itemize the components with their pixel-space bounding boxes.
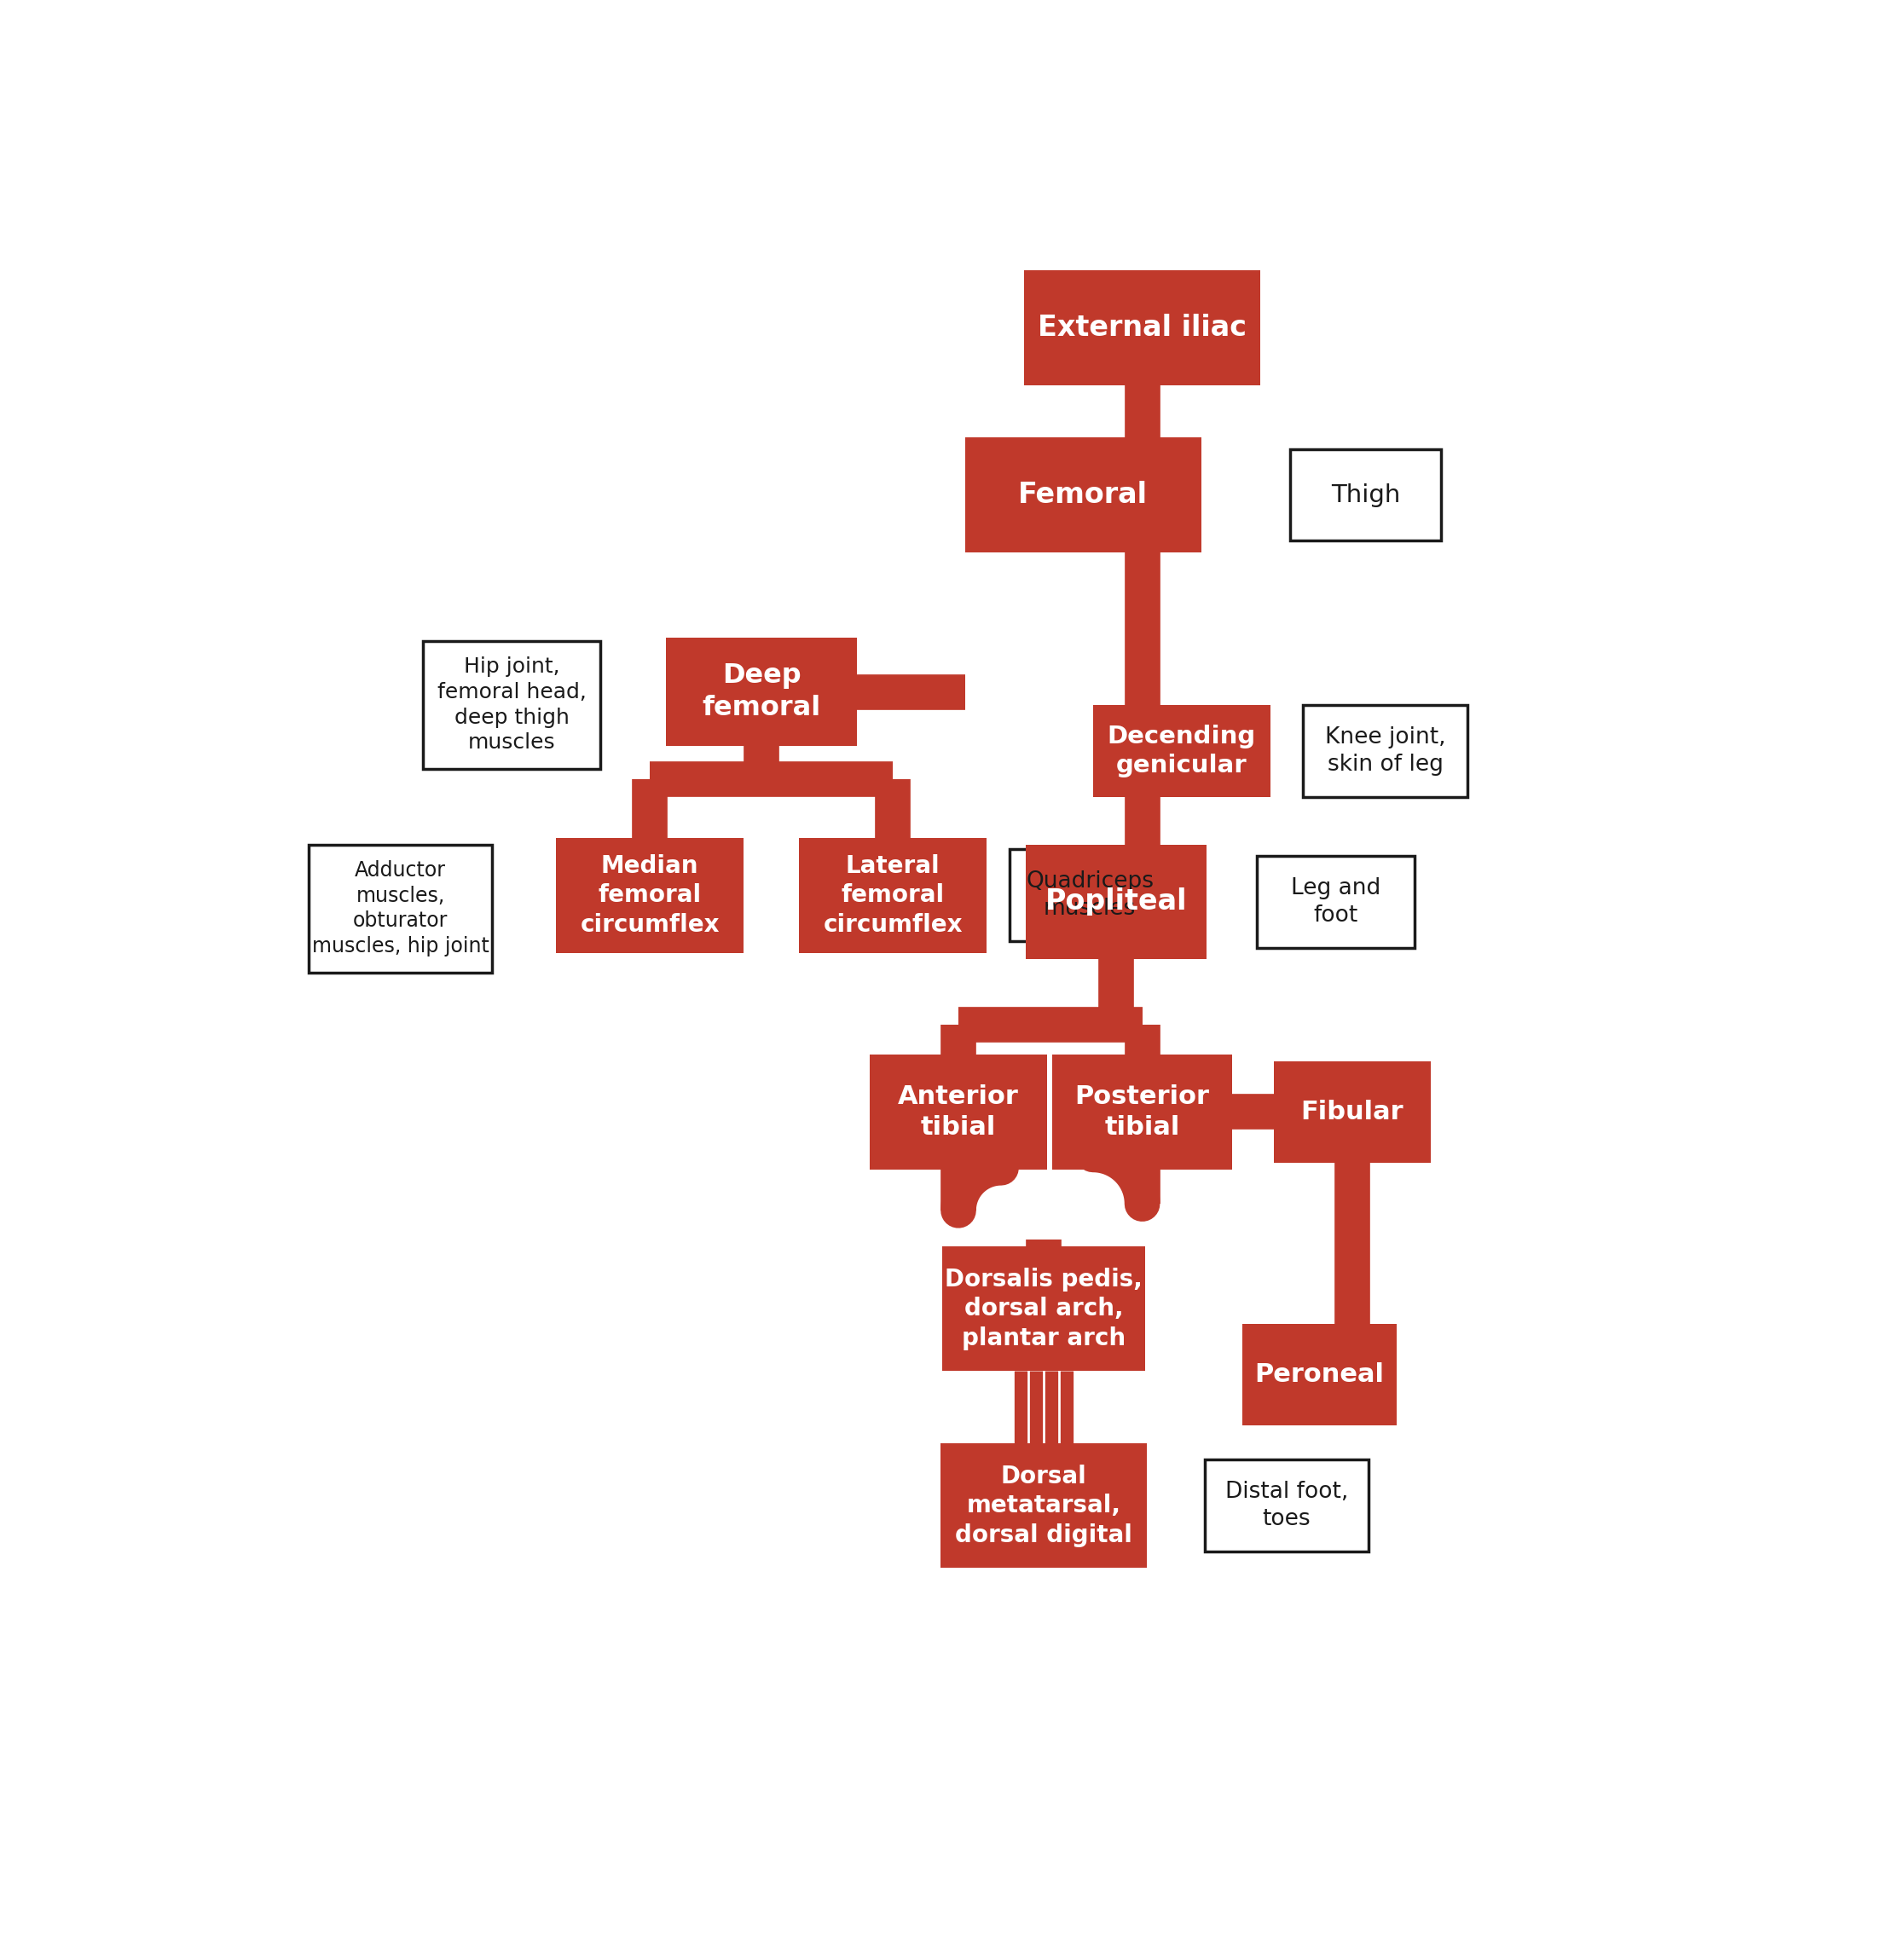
FancyBboxPatch shape xyxy=(870,1055,1047,1169)
FancyBboxPatch shape xyxy=(1257,856,1415,949)
FancyBboxPatch shape xyxy=(1289,449,1441,540)
FancyBboxPatch shape xyxy=(942,1247,1146,1371)
FancyBboxPatch shape xyxy=(941,1444,1146,1568)
FancyBboxPatch shape xyxy=(308,844,493,972)
FancyBboxPatch shape xyxy=(1009,850,1171,941)
Text: Peroneal: Peroneal xyxy=(1255,1363,1384,1386)
FancyBboxPatch shape xyxy=(1241,1324,1398,1425)
FancyBboxPatch shape xyxy=(666,637,857,745)
Text: Knee joint,
skin of leg: Knee joint, skin of leg xyxy=(1325,726,1445,776)
Text: Distal foot,
toes: Distal foot, toes xyxy=(1224,1481,1348,1531)
FancyBboxPatch shape xyxy=(556,838,743,953)
FancyBboxPatch shape xyxy=(1051,1055,1232,1169)
FancyBboxPatch shape xyxy=(1026,844,1207,960)
Text: Anterior
tibial: Anterior tibial xyxy=(899,1084,1019,1140)
FancyBboxPatch shape xyxy=(800,838,986,953)
Text: Leg and
foot: Leg and foot xyxy=(1291,877,1380,927)
Text: Lateral
femoral
circumflex: Lateral femoral circumflex xyxy=(823,854,962,937)
Text: Posterior
tibial: Posterior tibial xyxy=(1076,1084,1209,1140)
Text: External iliac: External iliac xyxy=(1038,314,1247,341)
Text: Median
femoral
circumflex: Median femoral circumflex xyxy=(581,854,720,937)
Text: Quadriceps
muscles: Quadriceps muscles xyxy=(1026,871,1154,920)
Text: Decending
genicular: Decending genicular xyxy=(1108,724,1257,778)
FancyBboxPatch shape xyxy=(1274,1061,1432,1164)
Text: Fibular: Fibular xyxy=(1300,1100,1403,1125)
Text: Adductor
muscles,
obturator
muscles, hip joint: Adductor muscles, obturator muscles, hip… xyxy=(312,860,489,956)
Text: Femoral: Femoral xyxy=(1019,480,1148,509)
FancyBboxPatch shape xyxy=(1302,705,1468,798)
Text: Hip joint,
femoral head,
deep thigh
muscles: Hip joint, femoral head, deep thigh musc… xyxy=(438,656,586,753)
FancyBboxPatch shape xyxy=(1093,705,1270,798)
Text: Deep
femoral: Deep femoral xyxy=(703,662,821,722)
FancyBboxPatch shape xyxy=(1024,269,1260,385)
Text: Popliteal: Popliteal xyxy=(1045,889,1186,916)
Text: Thigh: Thigh xyxy=(1331,482,1399,507)
FancyBboxPatch shape xyxy=(965,438,1201,552)
FancyBboxPatch shape xyxy=(1205,1460,1369,1553)
Text: Dorsalis pedis,
dorsal arch,
plantar arch: Dorsalis pedis, dorsal arch, plantar arc… xyxy=(944,1268,1142,1349)
FancyBboxPatch shape xyxy=(423,641,600,769)
Text: Dorsal
metatarsal,
dorsal digital: Dorsal metatarsal, dorsal digital xyxy=(956,1464,1133,1547)
